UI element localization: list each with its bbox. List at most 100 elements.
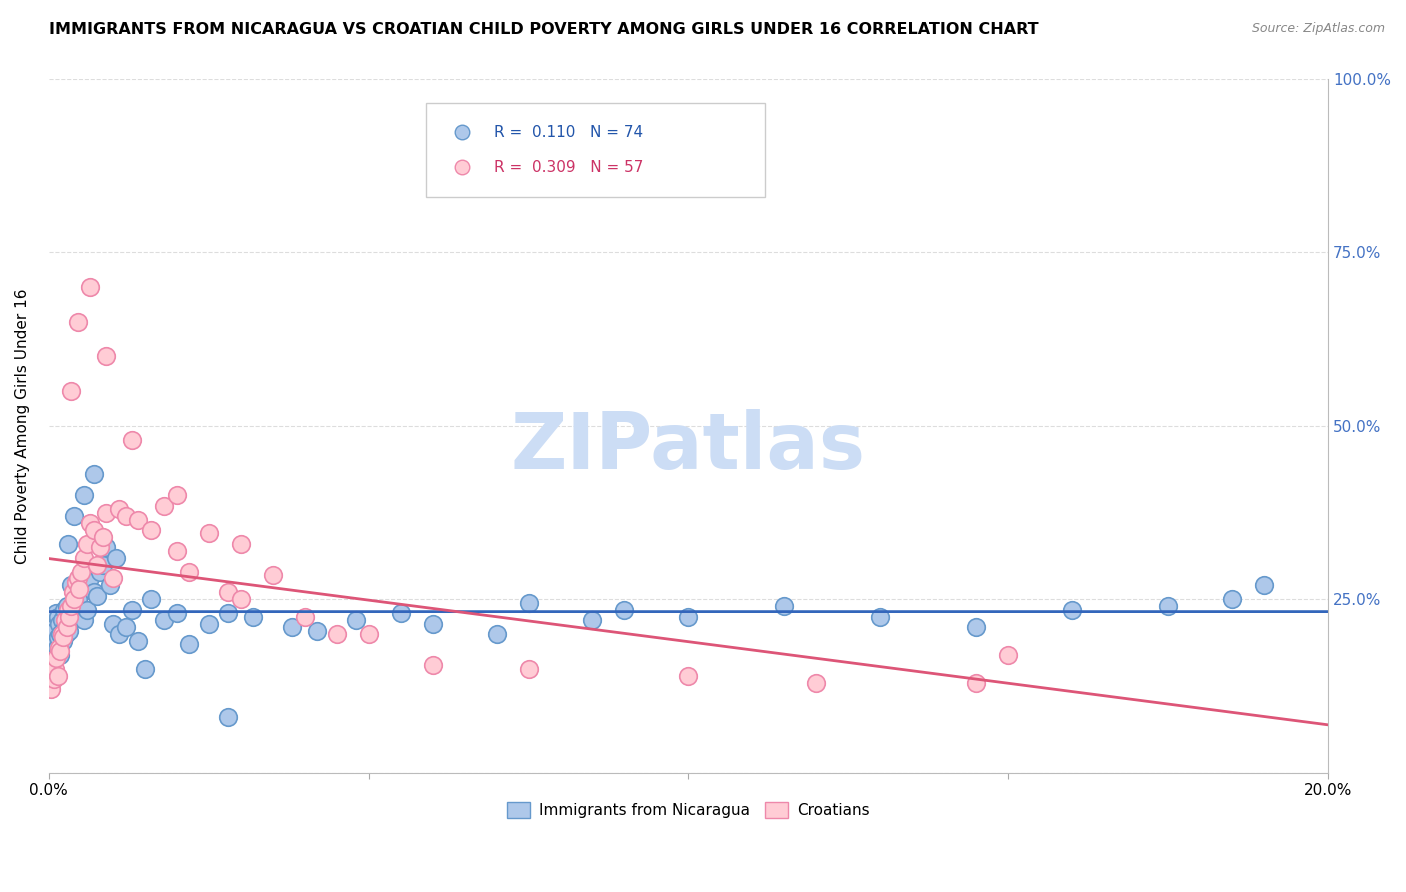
- Point: [53, 613, 76, 627]
- Text: IMMIGRANTS FROM NICARAGUA VS CROATIAN CHILD POVERTY AMONG GIRLS UNDER 16 CORRELA: IMMIGRANTS FROM NICARAGUA VS CROATIAN CH…: [49, 22, 1039, 37]
- Point: [114, 509, 136, 524]
- Point: [166, 606, 188, 620]
- Point: [56, 620, 79, 634]
- Point: [53, 620, 76, 634]
- Point: [869, 609, 891, 624]
- Point: [101, 572, 124, 586]
- Point: [56, 537, 79, 551]
- Point: [517, 596, 540, 610]
- Point: [46, 631, 69, 645]
- Point: [58, 624, 80, 638]
- Point: [134, 662, 156, 676]
- Point: [166, 488, 188, 502]
- Point: [89, 541, 111, 555]
- Point: [83, 467, 105, 482]
- Point: [65, 574, 87, 589]
- Point: [197, 526, 219, 541]
- Point: [44, 620, 66, 634]
- Point: [965, 620, 987, 634]
- Point: [86, 589, 108, 603]
- Point: [66, 315, 89, 329]
- Point: [139, 523, 162, 537]
- Point: [229, 592, 252, 607]
- Point: [96, 541, 118, 555]
- Point: [101, 616, 124, 631]
- Point: [45, 606, 67, 620]
- Point: [60, 384, 83, 399]
- Point: [678, 668, 700, 682]
- Point: [98, 578, 121, 592]
- Point: [76, 537, 98, 551]
- Point: [48, 640, 70, 655]
- Point: [281, 620, 304, 634]
- Point: [73, 488, 96, 502]
- Point: [58, 760, 80, 774]
- Point: [581, 613, 603, 627]
- Point: [121, 603, 143, 617]
- Point: [79, 572, 101, 586]
- Y-axis label: Child Poverty Among Girls Under 16: Child Poverty Among Girls Under 16: [15, 288, 30, 564]
- Point: [485, 627, 508, 641]
- Point: [91, 558, 114, 572]
- Point: [357, 627, 380, 641]
- Point: [42, 634, 65, 648]
- Point: [56, 603, 79, 617]
- Point: [48, 616, 70, 631]
- Point: [45, 651, 67, 665]
- Point: [153, 613, 176, 627]
- Point: [52, 631, 75, 645]
- Point: [139, 592, 162, 607]
- Point: [49, 644, 72, 658]
- Point: [613, 603, 636, 617]
- Point: [52, 634, 75, 648]
- Point: [44, 662, 66, 676]
- Text: R =  0.110   N = 74: R = 0.110 N = 74: [494, 125, 643, 140]
- Text: R =  0.309   N = 57: R = 0.309 N = 57: [494, 160, 644, 175]
- Point: [217, 606, 239, 620]
- Point: [91, 530, 114, 544]
- Point: [58, 759, 80, 773]
- Point: [1253, 578, 1275, 592]
- Point: [79, 516, 101, 530]
- Legend: Immigrants from Nicaragua, Croatians: Immigrants from Nicaragua, Croatians: [501, 796, 876, 824]
- Point: [69, 606, 91, 620]
- Point: [773, 599, 796, 614]
- Point: [49, 648, 72, 662]
- Point: [66, 572, 89, 586]
- Point: [262, 568, 284, 582]
- Point: [39, 682, 62, 697]
- Point: [63, 603, 86, 617]
- Point: [42, 613, 65, 627]
- Point: [55, 627, 77, 641]
- Point: [325, 627, 347, 641]
- Point: [73, 550, 96, 565]
- Point: [104, 550, 127, 565]
- Point: [42, 672, 65, 686]
- Text: Source: ZipAtlas.com: Source: ZipAtlas.com: [1251, 22, 1385, 36]
- Point: [997, 648, 1019, 662]
- Point: [108, 502, 131, 516]
- Point: [46, 668, 69, 682]
- Point: [965, 675, 987, 690]
- Point: [53, 603, 76, 617]
- Point: [76, 603, 98, 617]
- Point: [79, 280, 101, 294]
- Point: [66, 592, 89, 607]
- Point: [41, 627, 63, 641]
- Point: [58, 609, 80, 624]
- Point: [46, 609, 69, 624]
- FancyBboxPatch shape: [426, 103, 765, 197]
- Point: [422, 616, 444, 631]
- Point: [46, 640, 69, 655]
- Point: [179, 637, 201, 651]
- Point: [294, 609, 316, 624]
- Point: [229, 537, 252, 551]
- Point: [217, 710, 239, 724]
- Point: [65, 585, 87, 599]
- Point: [344, 613, 367, 627]
- Point: [63, 509, 86, 524]
- Point: [44, 624, 66, 638]
- Point: [1220, 592, 1243, 607]
- Point: [83, 585, 105, 599]
- Point: [242, 609, 264, 624]
